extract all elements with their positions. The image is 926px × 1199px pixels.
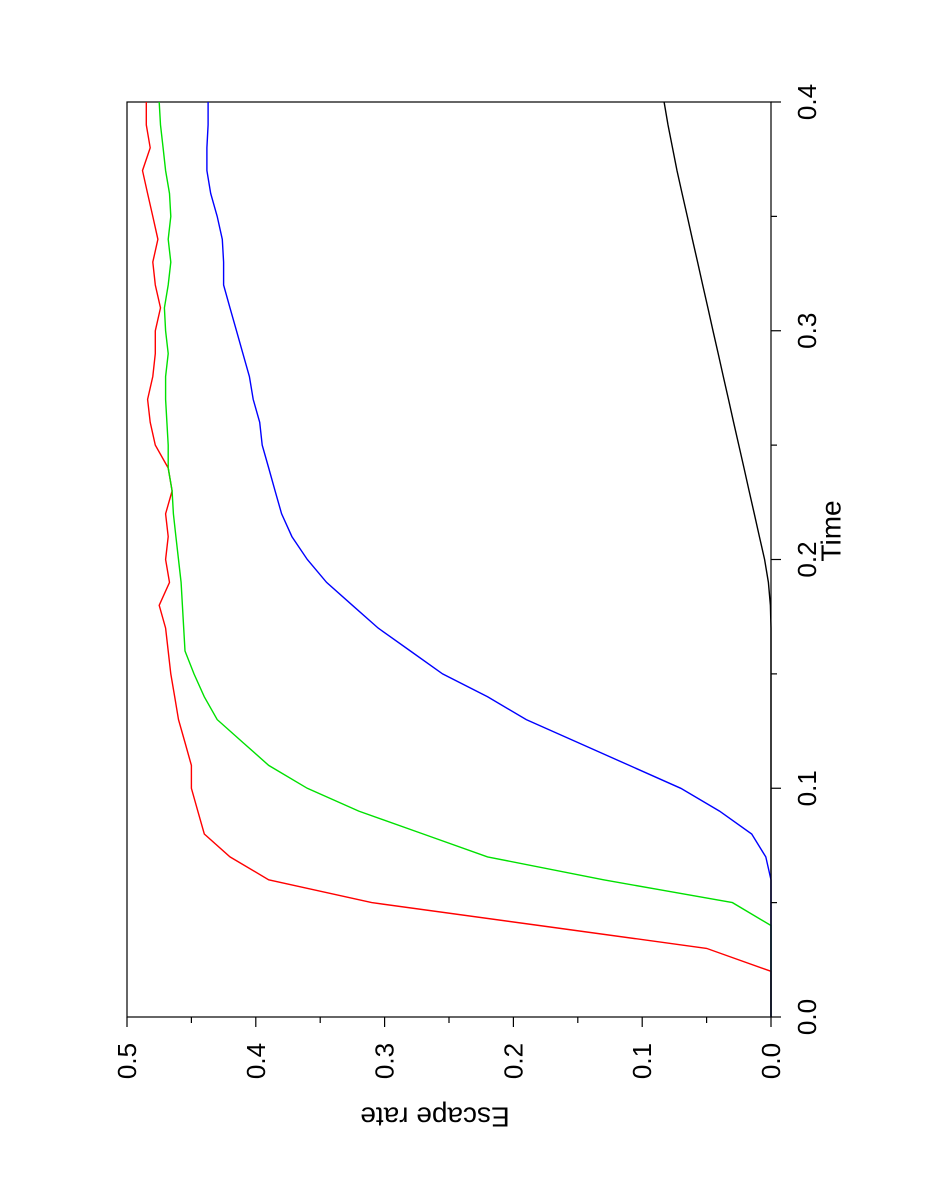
- series-line-1: [141, 102, 772, 1017]
- series-layer: [141, 101, 772, 1017]
- x-tick-label: 0.2: [792, 541, 822, 577]
- y-axis-label: Escape rate: [360, 1102, 509, 1133]
- series-line-3: [206, 102, 772, 1017]
- y-tick-label: 0.5: [112, 1043, 142, 1079]
- ticks-layer: 0.0 0.1 0.2 0.3 0.4 0.0 0.1 0.2 0.3 0.4 0.5: [112, 84, 822, 1079]
- series-line-2: [158, 101, 772, 1017]
- y-tick-label: 0.4: [241, 1043, 271, 1079]
- series-line-4: [663, 101, 772, 1017]
- y-tick-label: 0.0: [756, 1043, 786, 1079]
- y-tick-label: 0.3: [370, 1043, 400, 1079]
- y-tick-label: 0.1: [627, 1043, 657, 1079]
- plot-frame: [126, 101, 772, 1018]
- x-tick-label: 0.1: [792, 770, 822, 806]
- y-tick-label: 0.2: [498, 1043, 528, 1079]
- x-tick-label: 0.4: [792, 84, 822, 120]
- x-tick-label: 0.0: [792, 999, 822, 1035]
- x-tick-label: 0.3: [792, 313, 822, 349]
- x-axis-label: Time: [816, 500, 847, 561]
